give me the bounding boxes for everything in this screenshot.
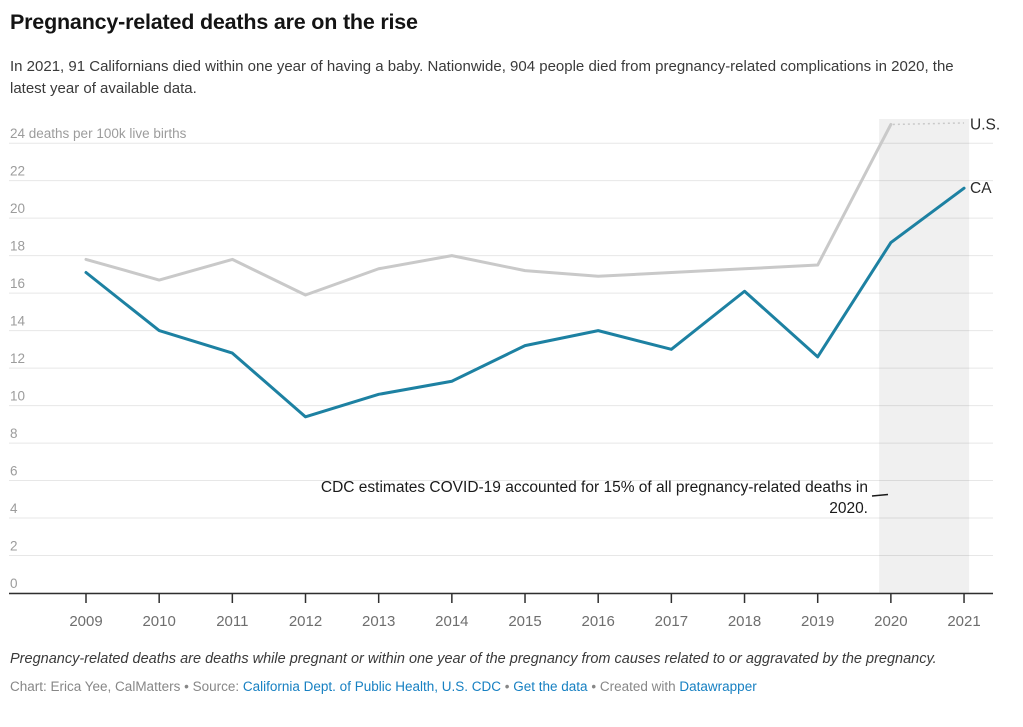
- y-axis-tick-label: 4: [10, 501, 18, 516]
- y-axis-tick-label: 2: [10, 539, 18, 554]
- separator: •: [591, 679, 597, 694]
- us-line-label: U.S.: [970, 116, 1000, 133]
- y-axis-tick-label: 6: [10, 464, 18, 479]
- separator: •: [184, 679, 189, 694]
- x-axis-tick-label: 2017: [655, 613, 688, 630]
- source-link[interactable]: California Dept. of Public Health, U.S. …: [242, 679, 501, 694]
- y-axis-tick-label: 24 deaths per 100k live births: [10, 126, 187, 141]
- highlight-region-2020-2021: [879, 119, 970, 593]
- annotation-text-line: 2020.: [829, 500, 868, 517]
- y-axis-tick-label: 18: [10, 239, 25, 254]
- credit-prefix: Chart: Erica Yee, CalMatters: [10, 679, 181, 694]
- x-axis-tick-label: 2011: [216, 613, 248, 630]
- y-axis-tick-label: 12: [10, 351, 25, 366]
- x-axis-tick-label: 2020: [874, 613, 907, 630]
- x-axis-tick-label: 2018: [728, 613, 761, 630]
- ca-line-label: CA: [970, 180, 992, 197]
- y-axis-tick-label: 8: [10, 426, 18, 441]
- credits-line: Chart: Erica Yee, CalMatters • Source: C…: [10, 679, 1010, 694]
- separator: •: [504, 679, 510, 694]
- x-axis-tick-label: 2013: [362, 613, 395, 630]
- y-axis-tick-label: 16: [10, 276, 25, 291]
- created-with-label: Created with: [599, 679, 676, 694]
- x-axis-tick-label: 2021: [947, 613, 980, 630]
- y-axis-tick-label: 20: [10, 201, 25, 216]
- y-axis-tick-label: 0: [10, 576, 18, 591]
- chart-description: In 2021, 91 Californians died within one…: [10, 58, 954, 97]
- get-the-data-link[interactable]: Get the data: [513, 679, 588, 694]
- ca-line: [84, 186, 966, 419]
- source-label: Source:: [192, 679, 240, 694]
- y-axis-tick-label: 22: [10, 164, 25, 179]
- x-axis-tick-label: 2014: [435, 613, 468, 630]
- annotation-text-line: CDC estimates COVID-19 accounted for 15%…: [321, 479, 868, 496]
- x-axis-tick-label: 2019: [801, 613, 834, 630]
- annotation-pointer-dash: [871, 493, 889, 497]
- datawrapper-link[interactable]: Datawrapper: [679, 679, 757, 694]
- x-axis-tick-label: 2010: [142, 613, 175, 630]
- x-axis-tick-label: 2012: [289, 613, 322, 630]
- us-leader-dotted-line: [892, 122, 965, 126]
- us-line: [84, 122, 893, 297]
- line-chart: 0 2 4 6 8 10 12 14 16 18 20 22 24 deaths per 100k li…: [9, 116, 1000, 630]
- footnote: Pregnancy-related deaths are deaths whil…: [10, 651, 937, 667]
- x-axis-tick-label: 2015: [508, 613, 541, 630]
- x-axis-tick-label: 2016: [582, 613, 615, 630]
- y-axis-tick-label: 10: [10, 389, 25, 404]
- page-title: Pregnancy-related deaths are on the rise: [10, 10, 418, 34]
- x-axis-tick-label: 2009: [69, 613, 102, 630]
- y-axis-tick-label: 14: [10, 314, 26, 329]
